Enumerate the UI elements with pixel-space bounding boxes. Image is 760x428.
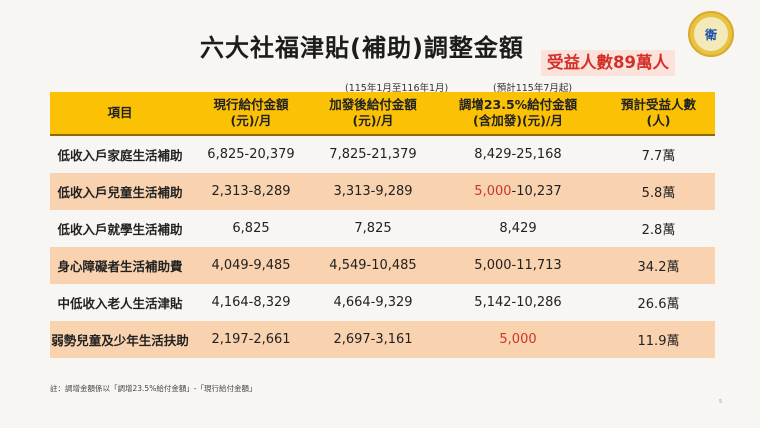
table-row: 低收入戶家庭生活補助 6,825-20,379 7,825-21,379 8,4…: [50, 136, 715, 173]
adjusted-period-note: (預計115年7月起): [493, 83, 573, 94]
page-title: 六大社福津貼(補助)調整金額: [200, 34, 524, 62]
beneficiaries-cell: 7.7萬: [641, 149, 676, 164]
beneficiaries-cell: 5.8萬: [641, 186, 676, 201]
item-cell: 身心障礙者生活補助費: [57, 259, 183, 274]
logo-glyph: 衛: [694, 17, 728, 51]
current-cell: 4,164-8,329: [211, 295, 291, 310]
current-cell: 2,313-8,289: [211, 184, 291, 199]
item-cell: 低收入戶就學生活補助: [57, 222, 183, 237]
table-row: 低收入戶就學生活補助 6,825 7,825 8,429 2.8萬: [50, 210, 715, 247]
header-item: 項目: [107, 105, 133, 120]
beneficiaries-cell: 34.2萬: [637, 260, 680, 275]
adjusted-cell: 5,142-10,286: [474, 295, 562, 310]
table-row: 中低收入老人生活津貼 4,164-8,329 4,664-9,329 5,142…: [50, 284, 715, 321]
header-beneficiaries: 預計受益人數 (人): [620, 97, 696, 128]
bonus-cell: 7,825: [354, 221, 392, 236]
current-cell: 6,825: [232, 221, 270, 236]
header-current: 現行給付金額 (元)/月: [213, 97, 289, 128]
ministry-logo-icon: 衛: [688, 11, 734, 57]
current-cell: 2,197-2,661: [211, 332, 291, 347]
bonus-cell: 2,697-3,161: [333, 332, 413, 347]
beneficiaries-cell: 2.8萬: [641, 223, 676, 238]
current-cell: 4,049-9,485: [211, 258, 291, 273]
table-header-row: 項目 現行給付金額 (元)/月 加發後給付金額 (元)/月 調增23.5%給付金額(…: [50, 92, 715, 136]
bonus-cell: 7,825-21,379: [329, 147, 417, 162]
beneficiaries-cell: 26.6萬: [637, 297, 680, 312]
item-cell: 中低收入老人生活津貼: [57, 296, 183, 311]
item-cell: 低收入戶家庭生活補助: [57, 148, 183, 163]
table-row: 身心障礙者生活補助費 4,049-9,485 4,549-10,485 5,00…: [50, 247, 715, 284]
adjusted-cell: 8,429: [499, 221, 537, 236]
bonus-cell: 4,549-10,485: [329, 258, 417, 273]
item-cell: 低收入戶兒童生活補助: [57, 185, 183, 200]
adjusted-cell: 5,000: [499, 332, 537, 347]
table-row: 低收入戶兒童生活補助 2,313-8,289 3,313-9,289 5,000…: [50, 173, 715, 210]
bonus-cell: 3,313-9,289: [333, 184, 413, 199]
page-number: 5: [719, 399, 723, 405]
bonus-period-note: (115年1月至116年1月): [345, 83, 449, 94]
header-bonus: 加發後給付金額 (元)/月: [329, 97, 417, 128]
footnote: 註：調增金額係以「調增23.5%給付金額」-「現行給付金額」: [50, 384, 257, 393]
item-cell: 弱勢兒童及少年生活扶助: [51, 333, 189, 348]
subsidy-table: 項目 現行給付金額 (元)/月 加發後給付金額 (元)/月 調增23.5%給付金額(…: [50, 92, 715, 358]
header-adjusted: 調增23.5%給付金額 (含加發)(元)/月: [458, 97, 578, 128]
beneficiaries-badge: 受益人數89萬人: [541, 50, 675, 76]
current-cell: 6,825-20,379: [207, 147, 295, 162]
adjusted-cell: 5,000-10,237: [474, 184, 562, 199]
adjusted-cell: 8,429-25,168: [474, 147, 562, 162]
adjusted-cell: 5,000-11,713: [474, 258, 562, 273]
bonus-cell: 4,664-9,329: [333, 295, 413, 310]
beneficiaries-cell: 11.9萬: [637, 334, 680, 349]
table-row: 弱勢兒童及少年生活扶助 2,197-2,661 2,697-3,161 5,00…: [50, 321, 715, 358]
